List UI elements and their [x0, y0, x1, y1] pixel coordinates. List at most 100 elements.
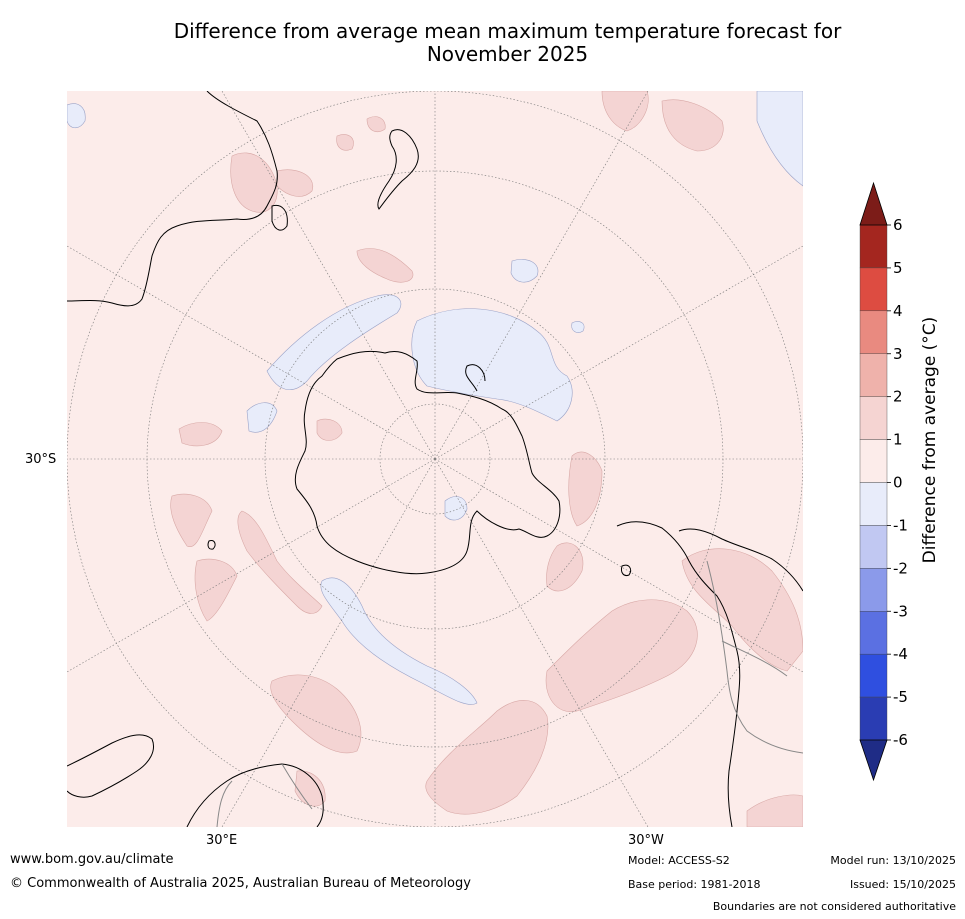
coastlines: [67, 91, 803, 827]
cool-region-peninsula: [444, 496, 468, 521]
colorbar-swatch: [859, 482, 888, 526]
cool-region-weddell: [411, 308, 573, 422]
kerguelen-coast: [207, 540, 216, 550]
colorbar-bottom-arrow: [859, 739, 888, 782]
warm-region-indian-n: [356, 248, 414, 283]
colorbar-tick-label: -1: [893, 516, 908, 534]
colorbar: 6 5 4 3 2 1 0 -1 -2 -3 -4 -5 -6 Difference from aver…: [859, 181, 940, 782]
cool-region-patch-north: [510, 259, 539, 283]
warm-region-pacific-ne: [601, 91, 649, 132]
footer-base-period: Base period: 1981-2018: [628, 878, 761, 891]
colorbar-label: Difference from average (°C): [920, 317, 940, 564]
border-aus-1: [216, 780, 233, 827]
border-sa-2: [721, 640, 788, 677]
meridian-9: [434, 458, 803, 673]
footer-model-run: Model run: 13/10/2025: [830, 854, 956, 867]
warm-region-australia-sw: [294, 770, 326, 807]
warm-region-small-1: [336, 134, 354, 151]
colorbar-tick-label: 3: [893, 345, 903, 363]
footer-disclaimer: Boundaries are not considered authoritat…: [712, 900, 956, 913]
colorbar-swatch: [859, 310, 888, 354]
map-title: Difference from average mean maximum tem…: [60, 20, 955, 66]
warm-region-nz-north: [366, 116, 386, 132]
colorbar-swatch: [859, 224, 888, 269]
cool-region-small: [571, 321, 585, 333]
antarctica-coast: [294, 350, 561, 575]
meridian-7: [434, 245, 803, 460]
colorbar-swatch: [859, 396, 888, 440]
borders: [216, 560, 803, 827]
warm-region-se-corner: [746, 794, 803, 827]
warm-region-pacific-east: [545, 599, 698, 713]
colorbar-swatch: [859, 439, 888, 483]
polar-map: [67, 91, 803, 827]
south-america-coast: [616, 521, 741, 827]
border-andes: [706, 560, 803, 754]
cool-region-topright: [756, 91, 803, 187]
colorbar-ticks: 6 5 4 3 2 1 0 -1 -2 -3 -4 -5 -6: [887, 216, 908, 749]
colorbar-tick-label: 5: [893, 259, 903, 277]
falklands-coast: [621, 564, 632, 576]
cool-anomaly-regions: [67, 91, 803, 705]
colorbar-swatch: [859, 696, 888, 741]
colorbar-tick-label: -3: [893, 602, 908, 620]
footer-url: www.bom.gov.au/climate: [10, 852, 174, 867]
footer-model: Model: ACCESS-S2: [628, 854, 730, 867]
warm-region-atlantic-sw: [170, 493, 213, 548]
colorbar-swatch: [859, 267, 888, 312]
warm-region-pacific-s: [425, 700, 549, 815]
colorbar-swatch: [859, 611, 888, 655]
new-zealand-coast: [377, 129, 419, 210]
meridian-8: [67, 458, 436, 673]
colorbar-tick-label: 0: [893, 474, 903, 492]
lon-label-30w: 30°W: [628, 833, 664, 848]
title-line-1: Difference from average mean maximum tem…: [173, 19, 842, 43]
lat-label-30s: 30°S: [25, 452, 57, 467]
meridian-4: [221, 91, 436, 460]
meridian-5: [434, 91, 649, 460]
africa-coast: [67, 91, 278, 307]
cool-region-ring-west: [266, 294, 402, 390]
warm-region-sa-ridge: [237, 510, 323, 614]
colorbar-swatch: [859, 525, 888, 569]
lat-circle-60s: [264, 288, 606, 630]
south-america-east-coast: [678, 528, 803, 592]
title-line-2: November 2025: [426, 42, 589, 66]
meridian-6: [67, 245, 436, 460]
warm-anomaly-regions: [170, 91, 803, 827]
warm-region-africa-east: [230, 152, 278, 213]
meridian-10: [221, 458, 436, 827]
colorbar-tick-label: 1: [893, 431, 903, 449]
madagascar-coast: [271, 204, 288, 231]
warm-region-indian-s: [270, 674, 362, 754]
warm-region-madagascar-sea: [276, 169, 314, 197]
colorbar-tick-label: 4: [893, 302, 903, 320]
warm-region-sa-cape: [194, 558, 238, 622]
colorbar-swatch: [859, 568, 888, 612]
australia-coast: [67, 734, 154, 798]
colorbar-tick-label: -4: [893, 645, 908, 663]
border-aus-2: [281, 763, 313, 810]
meridian-11: [434, 458, 649, 827]
antarctic-peninsula-coast: [465, 364, 486, 392]
footer-issued: Issued: 15/10/2025: [849, 878, 956, 891]
colorbar-swatch: [859, 653, 888, 698]
colorbar-swatches: [859, 224, 888, 741]
colorbar-tick-label: -2: [893, 559, 908, 577]
colorbar-top-arrow: [859, 181, 888, 226]
cool-region-ring-left: [246, 402, 278, 433]
lat-circle-75s: [379, 403, 491, 515]
cool-region-topleft: [67, 103, 86, 129]
cool-region-ring-south: [320, 577, 478, 705]
colorbar-tick-label: 6: [893, 216, 903, 234]
warm-region-pacific-ne2: [661, 99, 724, 152]
colorbar-tick-label: -5: [893, 688, 908, 706]
lon-label-30e: 30°E: [206, 833, 238, 848]
colorbar-tick-label: 2: [893, 388, 903, 406]
colorbar-swatch: [859, 353, 888, 397]
warm-region-indian-w: [178, 422, 223, 447]
warm-region-antarctic-coast: [316, 418, 343, 441]
colorbar-tick-label: -6: [893, 731, 908, 749]
footer-copyright: © Commonwealth of Australia 2025, Austra…: [10, 876, 471, 891]
warm-region-drake: [568, 451, 603, 527]
